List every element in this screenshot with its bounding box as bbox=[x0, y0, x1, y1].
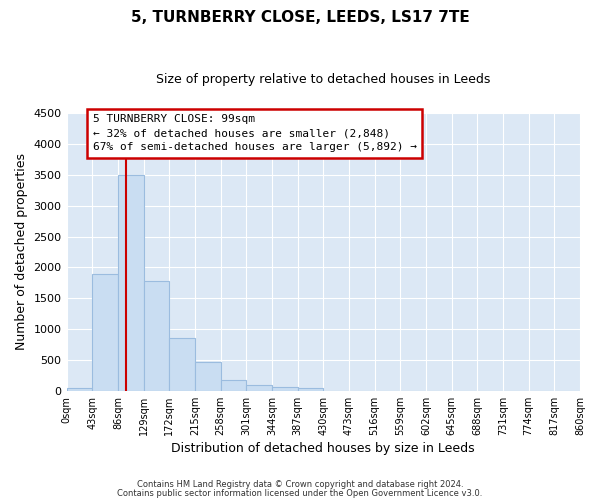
Title: Size of property relative to detached houses in Leeds: Size of property relative to detached ho… bbox=[156, 72, 490, 86]
X-axis label: Distribution of detached houses by size in Leeds: Distribution of detached houses by size … bbox=[172, 442, 475, 455]
Text: Contains public sector information licensed under the Open Government Licence v3: Contains public sector information licen… bbox=[118, 488, 482, 498]
Bar bbox=[298, 388, 323, 391]
Bar bbox=[272, 388, 298, 391]
Bar bbox=[143, 281, 169, 391]
Y-axis label: Number of detached properties: Number of detached properties bbox=[15, 154, 28, 350]
Bar bbox=[246, 384, 272, 391]
Bar bbox=[221, 380, 246, 391]
Text: Contains HM Land Registry data © Crown copyright and database right 2024.: Contains HM Land Registry data © Crown c… bbox=[137, 480, 463, 489]
Bar bbox=[195, 362, 221, 391]
Bar bbox=[92, 274, 118, 391]
Bar bbox=[67, 388, 92, 391]
Bar bbox=[118, 175, 143, 391]
Bar bbox=[169, 338, 195, 391]
Text: 5 TURNBERRY CLOSE: 99sqm
← 32% of detached houses are smaller (2,848)
67% of sem: 5 TURNBERRY CLOSE: 99sqm ← 32% of detach… bbox=[93, 114, 417, 152]
Text: 5, TURNBERRY CLOSE, LEEDS, LS17 7TE: 5, TURNBERRY CLOSE, LEEDS, LS17 7TE bbox=[131, 10, 469, 25]
